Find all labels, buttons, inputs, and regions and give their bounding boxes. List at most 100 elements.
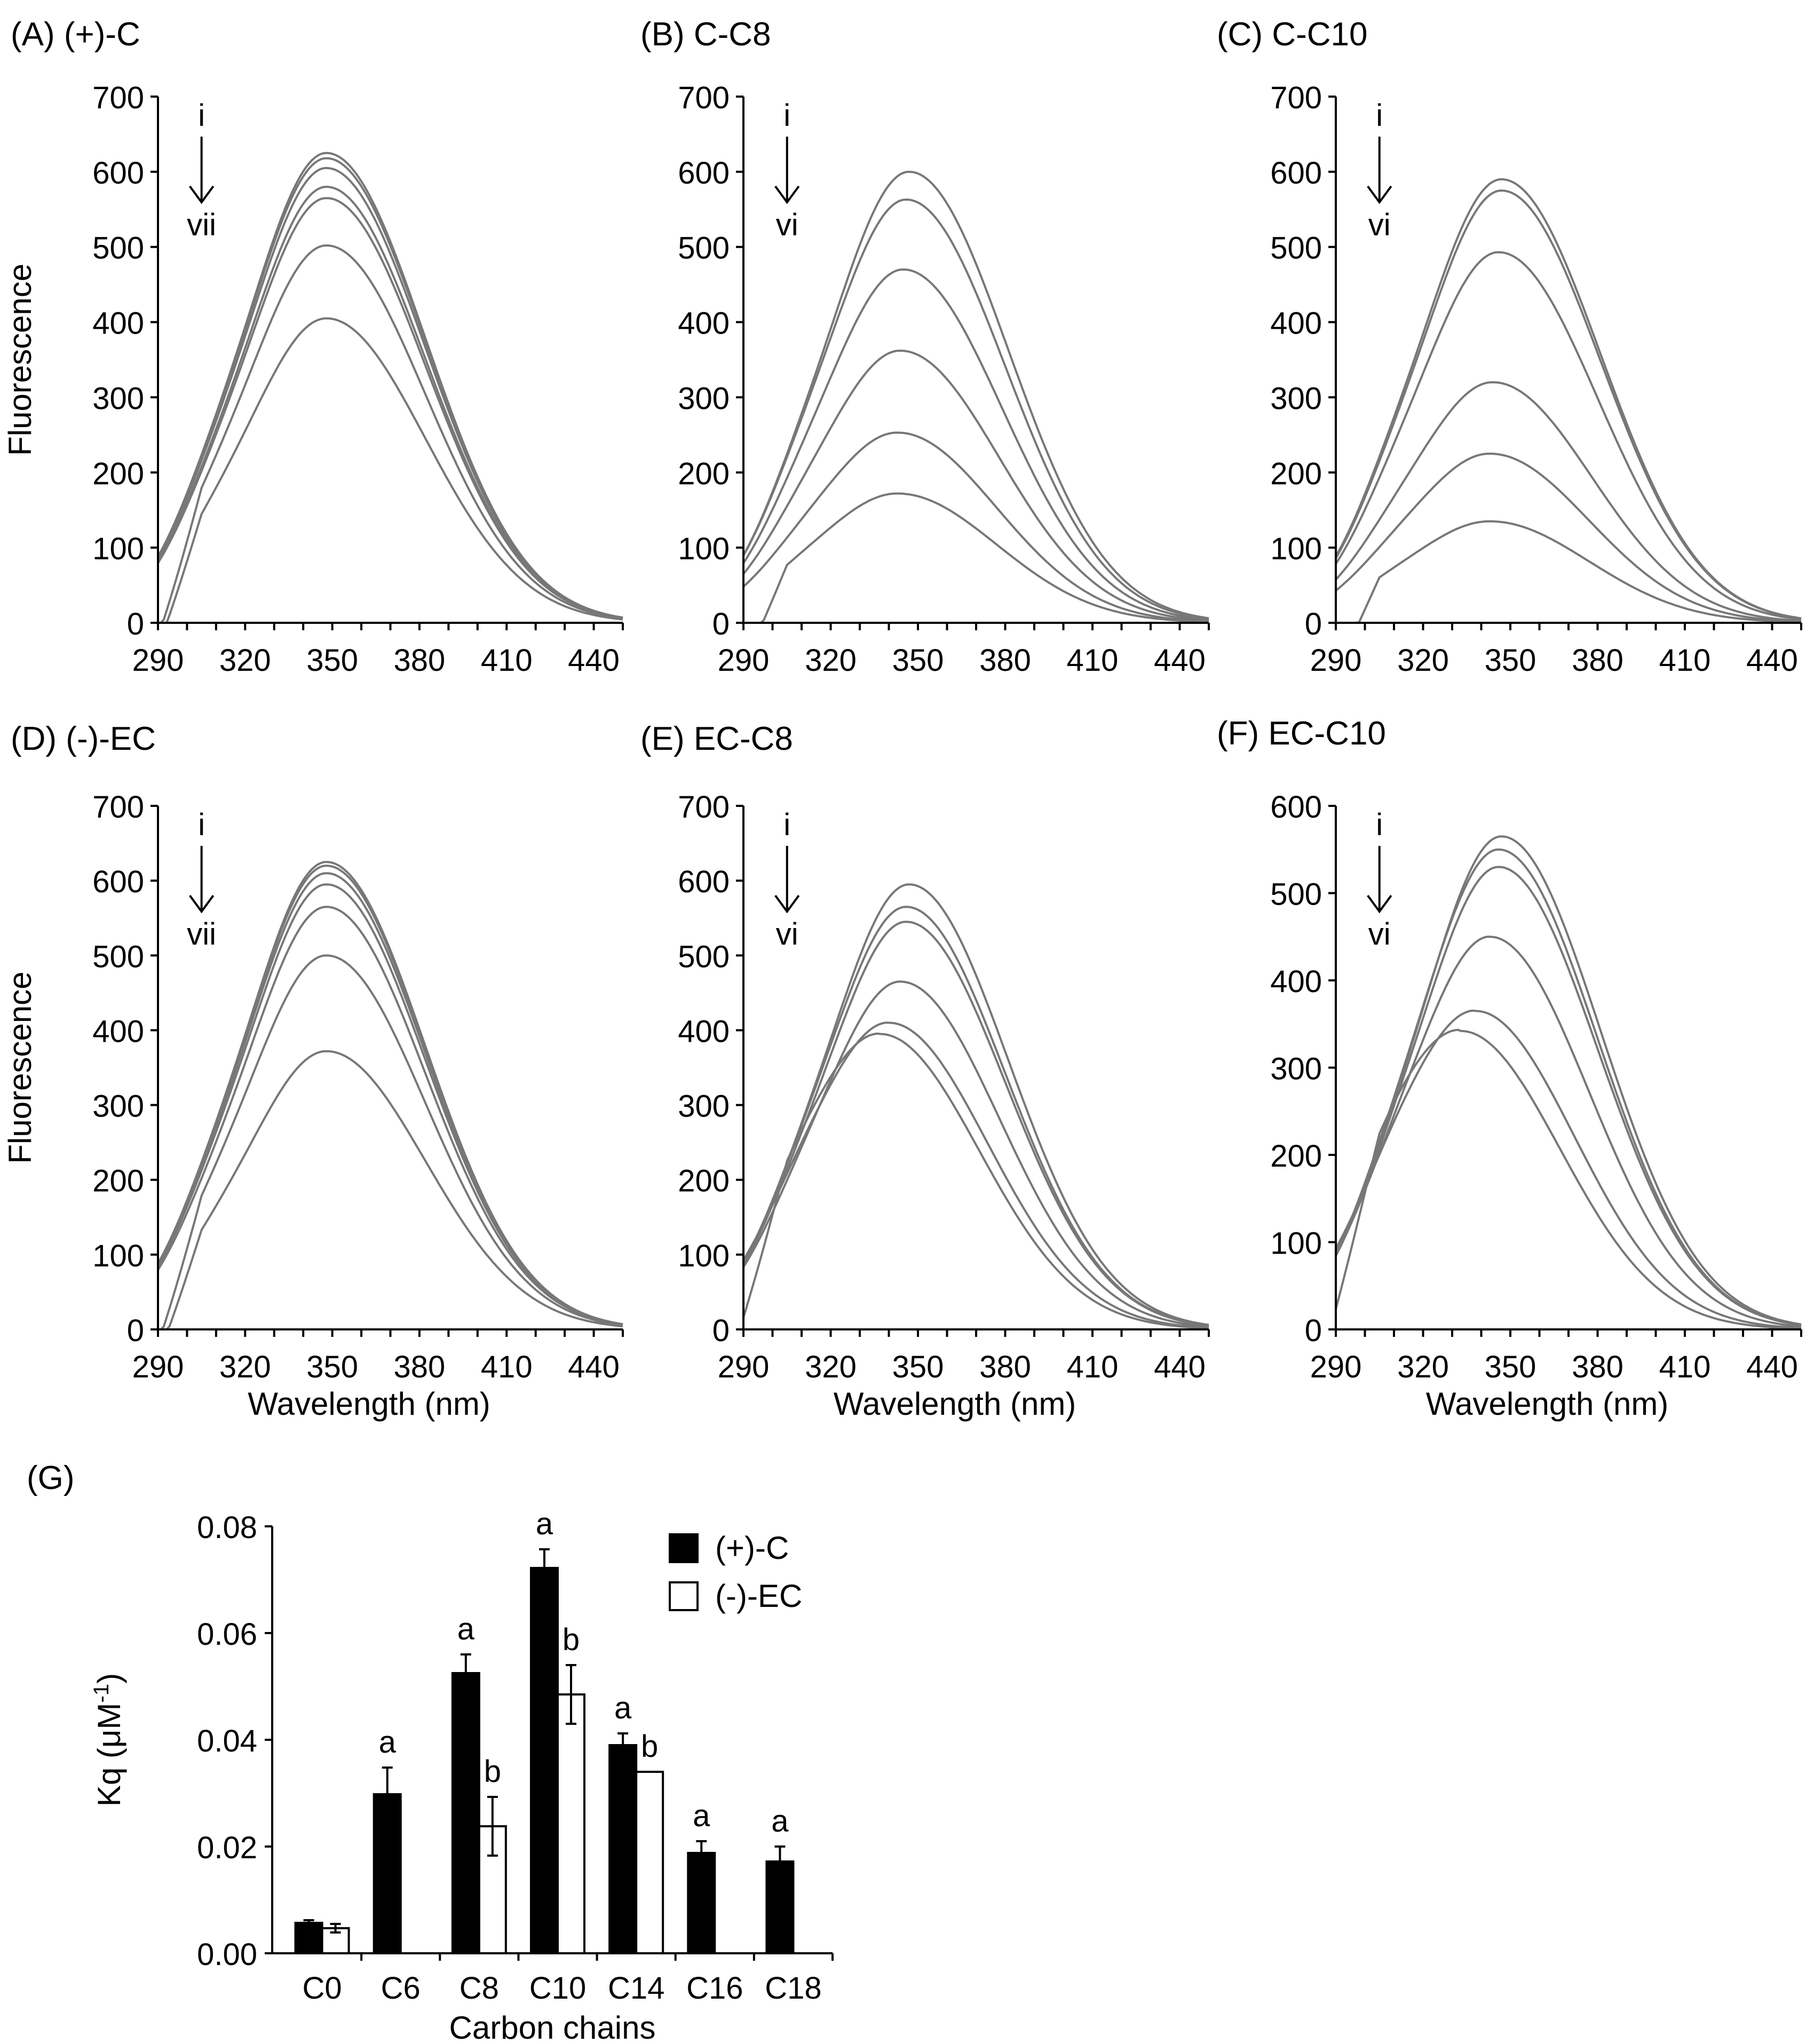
y-axis-label: Kq (μM-1) — [90, 1673, 127, 1807]
significance-letter: a — [614, 1691, 632, 1725]
legend-label: (-)-EC — [715, 1578, 802, 1614]
x-tick-label: C6 — [381, 1971, 421, 2006]
y-tick-label: 100 — [678, 1239, 730, 1273]
arrow-start-label: i — [198, 807, 205, 842]
x-tick-label: 320 — [219, 1350, 271, 1384]
spectrum-curve-7 — [158, 317, 623, 624]
x-tick-label: 380 — [979, 1350, 1031, 1384]
spectrum-curve-2 — [742, 198, 1209, 620]
x-tick-label: 290 — [1310, 643, 1362, 678]
y-tick-label: 700 — [92, 790, 144, 825]
panel-title: (D) (-)-EC — [11, 720, 156, 757]
y-tick-label: 400 — [678, 306, 730, 341]
x-tick-label: 350 — [306, 1350, 358, 1384]
arrow-head — [774, 894, 800, 914]
significance-letter: a — [457, 1612, 475, 1646]
x-tick-label: 440 — [568, 643, 620, 678]
spectrum-curve-6 — [743, 492, 1209, 624]
x-tick-label: 290 — [718, 1350, 770, 1384]
arrow-end-label: vi — [776, 917, 798, 952]
x-axis-label: Carbon chains — [449, 2010, 656, 2044]
x-axis-label: Wavelength (nm) — [1426, 1386, 1669, 1422]
y-tick-label: 0 — [1305, 607, 1322, 641]
x-tick-label: C16 — [686, 1971, 743, 2006]
arrow-start-label: i — [783, 807, 790, 842]
y-tick-label: 200 — [92, 1164, 144, 1199]
x-tick-label: 410 — [1659, 1350, 1711, 1384]
arrow-end-label: vii — [187, 208, 216, 242]
y-tick-label: 0 — [712, 1313, 730, 1348]
x-tick-label: C8 — [460, 1971, 499, 2006]
y-tick-label: 400 — [678, 1014, 730, 1049]
significance-letter: a — [771, 1804, 789, 1839]
bar-plus-c — [451, 1672, 480, 1954]
bar-plus-c — [608, 1744, 638, 1954]
x-tick-label: 440 — [1154, 643, 1206, 678]
y-axis-label-close: ) — [91, 1673, 127, 1684]
spectrum-curve-4 — [1335, 936, 1802, 1328]
panel-d: (D) (-)-EC 0 100 200 300 400 500 600 700 290 320 35… — [2, 720, 624, 1422]
spectrum-curve-1 — [742, 883, 1209, 1326]
arrow-end-label: vii — [187, 917, 216, 952]
spectrum-curve-6 — [158, 244, 623, 624]
y-tick-label: 200 — [678, 456, 730, 491]
arrow-head — [1367, 185, 1392, 204]
spectrum-curve-3 — [1335, 866, 1802, 1326]
spectrum-curve-7 — [158, 1050, 623, 1330]
legend-swatch — [669, 1581, 699, 1611]
y-tick-label: 0.02 — [197, 1831, 257, 1865]
arrow-start-label: i — [1376, 98, 1383, 133]
spectrum-curve-4 — [1335, 381, 1802, 622]
y-tick-label: 500 — [1270, 877, 1322, 912]
y-tick-label: 700 — [678, 790, 730, 825]
y-tick-label: 0.08 — [197, 1510, 257, 1545]
x-tick-label: 290 — [132, 643, 184, 678]
significance-letter: a — [693, 1799, 710, 1833]
y-tick-label: 0.04 — [197, 1724, 257, 1758]
y-tick-label: 300 — [678, 381, 730, 416]
y-tick-label: 700 — [678, 81, 730, 115]
y-tick-label: 0 — [712, 607, 730, 641]
legend-label: (+)-C — [715, 1530, 789, 1566]
x-tick-label: 290 — [1310, 1350, 1362, 1384]
bar-plus-c — [530, 1567, 559, 1954]
spectrum-curve-4 — [157, 883, 623, 1326]
bar-plus-c — [687, 1852, 716, 1954]
x-tick-label: 320 — [1397, 643, 1449, 678]
y-tick-label: 700 — [92, 81, 144, 115]
significance-letter: b — [641, 1729, 658, 1764]
y-tick-label: 200 — [678, 1164, 730, 1199]
x-tick-label: 410 — [1659, 643, 1711, 678]
y-axis-label: Fluorescence — [2, 264, 38, 456]
spectrum-curve-2 — [1335, 189, 1802, 620]
arrow-head — [774, 185, 800, 204]
x-tick-label: 290 — [718, 643, 770, 678]
arrow-head — [189, 185, 215, 204]
panel-title: (C) C-C10 — [1217, 16, 1367, 53]
y-tick-label: 600 — [92, 156, 144, 191]
y-tick-label: 500 — [678, 231, 730, 266]
panel-title: (B) C-C8 — [640, 16, 771, 53]
y-axis-label-main: Kq (μM — [91, 1702, 127, 1807]
y-tick-label: 300 — [92, 1089, 144, 1124]
significance-letter: b — [563, 1622, 580, 1657]
spectrum-curve-5 — [157, 197, 623, 620]
y-tick-label: 300 — [92, 381, 144, 416]
y-tick-label: 500 — [1270, 231, 1322, 266]
legend-swatch — [669, 1533, 699, 1563]
x-tick-label: 320 — [805, 643, 857, 678]
x-tick-label: 380 — [979, 643, 1031, 678]
spectrum-curve-5 — [1335, 1009, 1802, 1329]
y-tick-label: 200 — [92, 456, 144, 491]
spectrum-curve-3 — [157, 167, 623, 619]
spectrum-curve-1 — [742, 170, 1209, 620]
x-tick-label: 410 — [1067, 1350, 1119, 1384]
y-tick-label: 200 — [1270, 456, 1322, 491]
spectrum-curve-3 — [742, 268, 1209, 621]
x-tick-label: 320 — [219, 643, 271, 678]
y-tick-label: 600 — [92, 865, 144, 899]
y-tick-label: 0.06 — [197, 1617, 257, 1652]
x-tick-label: 380 — [1572, 1350, 1623, 1384]
x-tick-label: 440 — [568, 1350, 620, 1384]
x-tick-label: C14 — [608, 1971, 664, 2006]
